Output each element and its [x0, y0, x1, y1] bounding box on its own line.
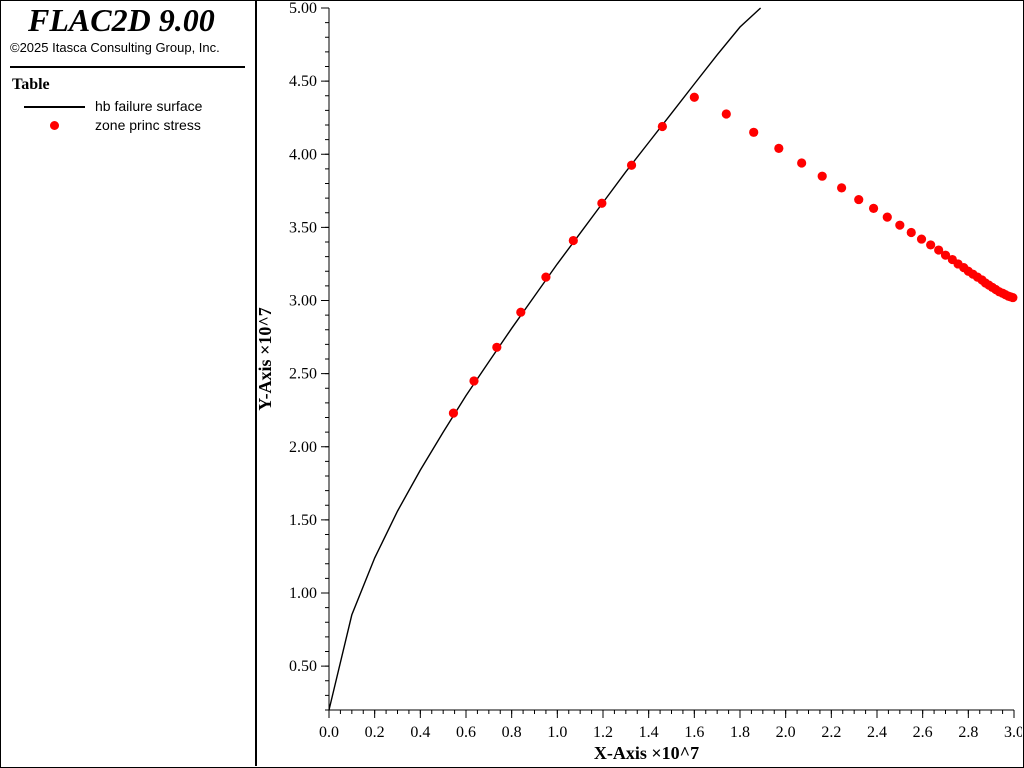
legend-item-label: hb failure surface: [95, 98, 203, 114]
x-tick-label: 2.4: [867, 724, 887, 741]
data-point-zone-princ-stress: [568, 235, 578, 246]
data-point-zone-princ-stress: [926, 240, 936, 250]
x-tick-label: 1.6: [684, 724, 704, 741]
y-tick-label: 1.00: [289, 585, 317, 602]
data-point-zone-princ-stress: [934, 245, 944, 255]
y-tick-label: 2.50: [289, 366, 317, 383]
marker-swatch-icon: [50, 121, 59, 130]
y-tick-label: 1.50: [289, 512, 317, 529]
x-tick-label: 0.4: [410, 724, 430, 741]
y-tick-label: 0.50: [289, 658, 317, 675]
data-point-zone-princ-stress: [626, 160, 637, 170]
data-point-zone-princ-stress: [854, 194, 864, 205]
data-point-zone-princ-stress: [597, 198, 607, 208]
x-tick-label: 1.4: [639, 724, 659, 741]
app-title: FLAC2D 9.00: [28, 2, 215, 38]
data-point-zone-princ-stress: [1008, 292, 1018, 303]
y-tick-label: 3.50: [289, 219, 317, 236]
x-tick-label: 2.8: [958, 724, 978, 741]
x-tick-label: 0.6: [456, 724, 476, 741]
x-tick-label: 0.8: [502, 724, 522, 741]
legend-heading: Table: [12, 76, 50, 93]
x-tick-label: 0.2: [365, 724, 385, 741]
data-point-zone-princ-stress: [906, 227, 916, 238]
data-point-zone-princ-stress: [882, 212, 892, 222]
x-tick-label: 2.0: [776, 724, 796, 741]
data-point-zone-princ-stress: [940, 250, 951, 260]
y-tick-label: 2.00: [289, 439, 317, 456]
data-point-zone-princ-stress: [797, 158, 807, 168]
data-point-zone-princ-stress: [895, 220, 905, 230]
data-point-zone-princ-stress: [448, 408, 459, 418]
x-axis-title: X-Axis ×10^7: [594, 743, 699, 763]
x-tick-label: 1.0: [547, 724, 567, 741]
x-tick-label: 3.0: [1004, 724, 1022, 741]
y-tick-label: 4.00: [289, 146, 317, 163]
data-point-zone-princ-stress: [749, 127, 759, 137]
plot-area[interactable]: 0.50 1.00 1.50 2.00 2.50 3.00 3.50 4.00 4.50 5.00…: [257, 0, 1022, 766]
legend-item-zone-stress[interactable]: zone princ stress: [0, 117, 250, 135]
data-point-zone-princ-stress: [721, 109, 731, 119]
legend-panel: FLAC2D 9.00 ©2025 Itasca Consulting Grou…: [0, 0, 257, 766]
line-swatch-icon: [24, 106, 85, 108]
y-tick-label: 5.00: [289, 0, 317, 17]
data-point-zone-princ-stress: [837, 183, 847, 193]
data-point-zone-princ-stress: [868, 203, 879, 213]
copyright-notice: ©2025 Itasca Consulting Group, Inc.: [10, 40, 220, 55]
x-tick-label: 1.8: [730, 724, 750, 741]
x-tick-label: 2.6: [913, 724, 933, 741]
x-tick-label: 1.2: [593, 724, 613, 741]
y-tick-label: 3.00: [289, 293, 317, 310]
x-axis: 0.0 0.2 0.4 0.6 0.8 1.0 1.2 1.4 1.6 1.8 2.0 2.2 2.4 2…: [319, 709, 1022, 741]
title-divider: [10, 66, 245, 68]
data-point-zone-princ-stress: [469, 376, 479, 386]
legend-item-label: zone princ stress: [95, 117, 201, 133]
y-tick-label: 4.50: [289, 73, 317, 90]
legend-item-failure-surface[interactable]: hb failure surface: [0, 98, 250, 116]
data-point-zone-princ-stress: [657, 121, 667, 132]
data-point-zone-princ-stress: [541, 272, 551, 282]
data-point-zone-princ-stress: [689, 92, 699, 102]
series-line-hb-failure-surface: [328, 7, 762, 711]
y-axis: 0.50 1.00 1.50 2.00 2.50 3.00 3.50 4.00 4.50 5.00: [289, 0, 330, 711]
data-point-zone-princ-stress: [916, 234, 927, 244]
data-point-zone-princ-stress: [492, 342, 502, 352]
data-point-zone-princ-stress: [774, 143, 784, 153]
data-point-zone-princ-stress: [516, 307, 526, 317]
series-layer: [328, 7, 1018, 711]
data-point-zone-princ-stress: [817, 171, 827, 181]
y-axis-title: Y-Axis ×10^7: [257, 307, 275, 411]
x-tick-label: 0.0: [319, 724, 339, 741]
x-tick-label: 2.2: [821, 724, 841, 741]
